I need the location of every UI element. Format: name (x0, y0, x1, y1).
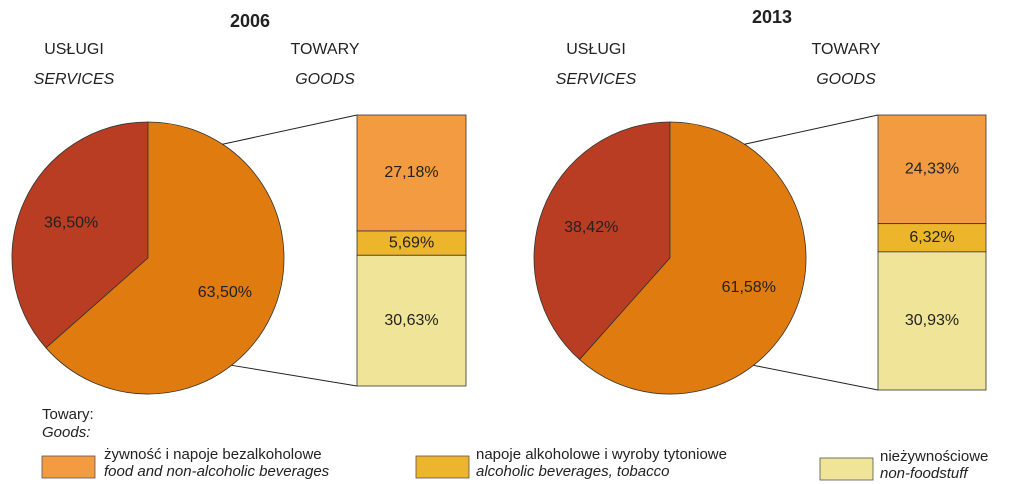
legend-label-en: non-foodstuff (880, 465, 969, 482)
pie-slice (45, 121, 285, 395)
bar-label: TOWARY (290, 41, 359, 58)
bar-label-en: GOODS (295, 71, 355, 88)
bar-segment (877, 114, 987, 225)
connector (744, 114, 879, 145)
pie-label: USŁUGI (566, 41, 626, 58)
pie-label: USŁUGI (44, 41, 104, 58)
bar-segment (356, 114, 467, 232)
bar-segment (356, 254, 467, 387)
pie-slice (578, 121, 807, 395)
connector (753, 364, 879, 391)
bar-label-en: GOODS (816, 71, 876, 88)
pie-slice (533, 121, 671, 361)
legend-label: napoje alkoholowe i wyroby tytoniowe (476, 446, 727, 463)
bar-segment (356, 230, 467, 256)
pie-value-label: 61,58% (722, 279, 776, 296)
bar-segment (877, 251, 987, 391)
legend-label: żywność i napoje bezalkoholowe (104, 446, 322, 463)
connector (231, 364, 358, 387)
legend-swatch (41, 455, 96, 479)
legend-swatch (415, 455, 470, 479)
legend-label: nieżywnościowe (880, 448, 988, 465)
legend-title-en: Goods: (42, 424, 90, 441)
legend-title: Towary: (42, 406, 94, 423)
connector (222, 114, 358, 145)
bar-label: TOWARY (811, 41, 880, 58)
bar-value-label: 6,32% (909, 229, 954, 246)
pie-label-en: SERVICES (34, 71, 115, 88)
legend-label-en: food and non-alcoholic beverages (104, 463, 330, 480)
legend-label-en: alcoholic beverages, tobacco (476, 463, 669, 480)
bar-value-label: 5,69% (389, 234, 434, 251)
bar-value-label: 27,18% (384, 164, 438, 181)
bar-value-label: 30,63% (384, 312, 438, 329)
pie-value-label: 38,42% (564, 219, 618, 236)
legend-swatch (819, 457, 874, 481)
pie-slice (11, 121, 149, 349)
bar-value-label: 30,93% (905, 312, 959, 329)
pie-value-label: 36,50% (44, 215, 98, 232)
bar-value-label: 24,33% (905, 161, 959, 178)
pie-value-label: 63,50% (198, 284, 252, 301)
pie-label-en: SERVICES (556, 71, 637, 88)
chart-title: 2013 (752, 7, 792, 27)
bar-segment (877, 223, 987, 253)
chart-title: 2006 (230, 11, 270, 31)
